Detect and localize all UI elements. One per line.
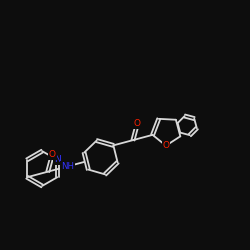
Text: O: O [49, 150, 56, 159]
Text: N: N [54, 155, 60, 164]
Text: O: O [162, 141, 170, 150]
Text: O: O [134, 119, 141, 128]
Text: NH: NH [61, 162, 74, 171]
